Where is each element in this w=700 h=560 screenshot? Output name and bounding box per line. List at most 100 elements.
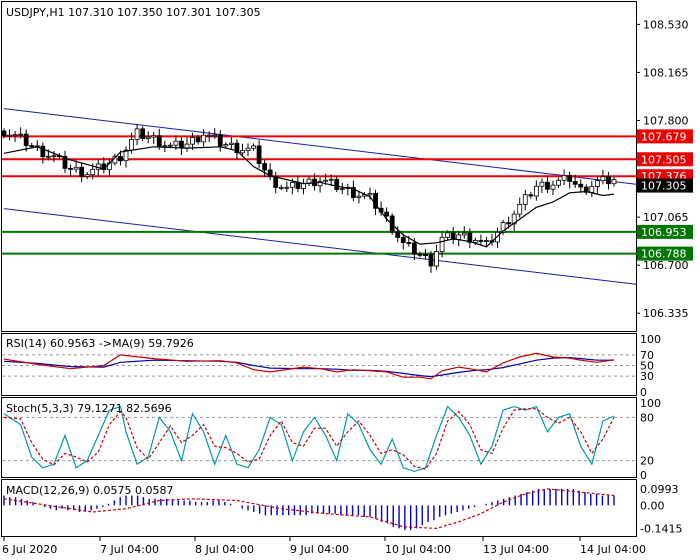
candle-body bbox=[334, 178, 340, 190]
candle-body bbox=[273, 176, 279, 188]
rsi-pane bbox=[1, 333, 637, 396]
candle-body bbox=[134, 128, 140, 140]
trend-channel-line bbox=[3, 108, 638, 185]
candle-body bbox=[328, 178, 334, 181]
candle-body bbox=[506, 222, 512, 225]
candle-body bbox=[18, 133, 24, 136]
candle-body bbox=[284, 186, 290, 189]
stoch-d-line bbox=[3, 408, 615, 470]
stoch-y-tick: 100 bbox=[640, 397, 661, 410]
candle-body bbox=[561, 174, 567, 181]
stoch-y-tick: 20 bbox=[640, 455, 654, 468]
candle-body bbox=[123, 149, 129, 162]
candle-body bbox=[434, 251, 439, 267]
candle-body bbox=[267, 169, 273, 177]
candle-body bbox=[411, 242, 417, 255]
candle-body bbox=[256, 145, 262, 164]
candle-body bbox=[179, 140, 184, 149]
candle-body bbox=[484, 240, 489, 242]
candle-body bbox=[589, 186, 595, 193]
candle-body bbox=[162, 145, 168, 148]
candle-body bbox=[495, 231, 500, 243]
candle-body bbox=[190, 137, 195, 145]
candle-body bbox=[395, 231, 401, 238]
candle-body bbox=[201, 134, 207, 143]
macd-y-tick: -0.1415 bbox=[640, 523, 682, 536]
candle-body bbox=[51, 155, 57, 158]
candle-body bbox=[234, 142, 240, 154]
candle-body bbox=[90, 168, 96, 176]
candle-body bbox=[295, 181, 301, 189]
candle-body bbox=[12, 134, 18, 137]
candle-body bbox=[45, 155, 51, 158]
stoch-pane bbox=[1, 397, 637, 478]
macd-header: MACD(12,26,9) 0.0575 0.0587 bbox=[6, 484, 174, 497]
y-tick-label: 108.165 bbox=[643, 66, 689, 79]
candle-body bbox=[594, 180, 600, 187]
level-label-box bbox=[637, 152, 693, 167]
main-price-chart: 108.530 108.165 107.800 107.065 106.700 106.3… bbox=[1, 18, 693, 320]
candle-body bbox=[384, 211, 390, 217]
candle-body bbox=[251, 145, 256, 149]
candle-body bbox=[84, 174, 90, 177]
candle-body bbox=[578, 183, 584, 188]
candle-body bbox=[423, 254, 428, 257]
candle-body bbox=[611, 179, 617, 185]
x-tick-label: 9 Jul 04:00 bbox=[290, 543, 349, 556]
candle-body bbox=[517, 204, 523, 215]
stoch-y-tick: 80 bbox=[640, 411, 654, 424]
candle-body bbox=[29, 145, 35, 147]
rsi-y-tick: 30 bbox=[640, 370, 654, 383]
candle-body bbox=[23, 133, 29, 146]
level-label-box bbox=[637, 129, 693, 144]
candle-body bbox=[500, 222, 506, 233]
candle-body bbox=[140, 128, 146, 139]
macd-y-tick: 0.00 bbox=[640, 499, 665, 512]
time-axis: 6 Jul 2020 7 Jul 04:00 8 Jul 04:00 9 Jul 04… bbox=[2, 537, 646, 556]
macd-pane bbox=[1, 479, 637, 537]
candle-body bbox=[606, 176, 611, 185]
candle-body bbox=[400, 236, 406, 243]
current-price-box bbox=[637, 178, 693, 193]
candle-body bbox=[145, 136, 151, 139]
candle-body bbox=[533, 185, 539, 197]
x-tick-label: 6 Jul 2020 bbox=[2, 543, 57, 556]
candle-body bbox=[550, 184, 556, 190]
candle-body bbox=[156, 135, 162, 147]
candle-body bbox=[567, 174, 573, 182]
y-tick-label: 107.065 bbox=[643, 211, 689, 224]
stoch-header: Stoch(5,3,3) 79.1271 82.5696 bbox=[6, 402, 172, 415]
candle-body bbox=[289, 181, 295, 188]
candle-body bbox=[240, 150, 245, 154]
candle-body bbox=[367, 192, 373, 196]
candle-body bbox=[212, 134, 218, 137]
rsi-y-tick: 70 bbox=[640, 349, 654, 362]
moving-average-line bbox=[3, 146, 615, 248]
candle-body bbox=[583, 186, 589, 193]
candle-body bbox=[545, 181, 550, 190]
candle-body bbox=[195, 137, 201, 143]
level-label: 106.788 bbox=[641, 248, 687, 261]
y-tick-label: 106.335 bbox=[643, 307, 689, 320]
candle-body bbox=[151, 135, 157, 138]
candle-body bbox=[68, 167, 73, 170]
candle-body bbox=[600, 176, 606, 182]
rsi-y-tick: 50 bbox=[640, 360, 654, 373]
candle-body bbox=[439, 236, 445, 253]
candle-body bbox=[323, 179, 329, 182]
stoch-k-line bbox=[3, 405, 615, 473]
rsi-header: RSI(14) 60.9563 ->MA(9) 59.7926 bbox=[6, 337, 194, 350]
main-pane bbox=[1, 1, 637, 332]
candle-body bbox=[528, 194, 534, 197]
rsi-y-tick: 100 bbox=[640, 333, 661, 346]
candle-body bbox=[556, 179, 561, 186]
level-label: 106.953 bbox=[641, 226, 687, 239]
candle-body bbox=[129, 139, 134, 151]
x-tick-label: 10 Jul 04:00 bbox=[385, 543, 451, 556]
candle-body bbox=[217, 134, 223, 147]
candle-body bbox=[467, 232, 473, 243]
candle-body bbox=[339, 188, 345, 190]
